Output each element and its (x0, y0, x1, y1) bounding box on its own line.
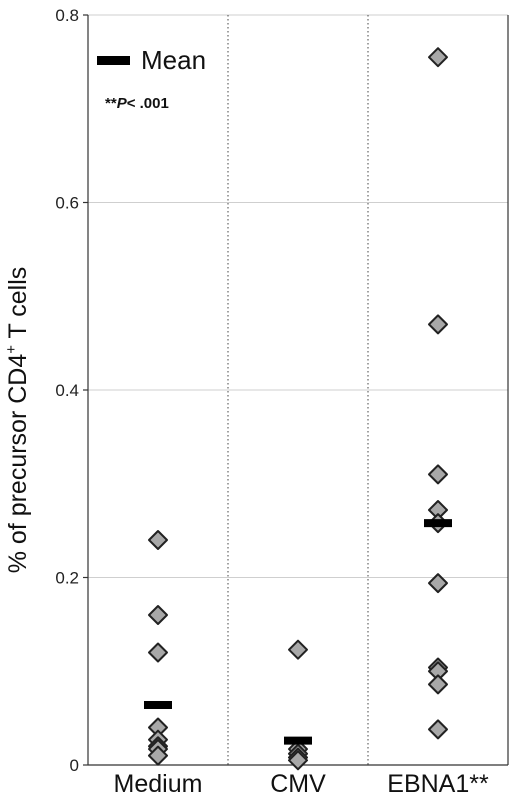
x-tick-label: EBNA1** (387, 770, 489, 798)
y-tick-label: 0.2 (55, 569, 79, 588)
data-point (428, 674, 448, 695)
data-point (148, 642, 168, 663)
mean-bar (144, 701, 172, 709)
data-point (288, 750, 308, 771)
x-tick-label: Medium (114, 770, 203, 798)
x-tick-label: CMV (270, 770, 326, 798)
y-tick-label: 0.6 (55, 194, 79, 213)
mean-bars (144, 519, 452, 745)
y-axis-label-superscript: + (3, 345, 20, 354)
data-point (148, 745, 168, 766)
x-tick-labels: Medium CMV EBNA1** (114, 770, 489, 798)
y-axis-label-text: % of precursor CD4 (4, 354, 32, 574)
y-axis-label: % of precursor CD4+ T cells (3, 267, 32, 574)
significance-annotation: **P< .001 (105, 95, 169, 112)
legend-mean-swatch (97, 56, 130, 65)
group-separators (227, 15, 369, 765)
data-point (148, 530, 168, 550)
legend: Mean (97, 45, 206, 75)
data-points (148, 47, 448, 771)
y-tick-label: 0.4 (55, 381, 79, 400)
data-point (428, 314, 448, 335)
significance-threshold: < .001 (127, 95, 169, 112)
mean-bar (424, 519, 452, 528)
y-tick-label: 0.8 (55, 6, 79, 25)
significance-p: P (117, 95, 128, 112)
data-point (148, 605, 168, 625)
y-tick-label: 0 (70, 756, 79, 775)
data-point (428, 47, 448, 68)
mean-bar (284, 736, 312, 745)
significance-stars: ** (105, 95, 117, 112)
legend-mean-label: Mean (141, 45, 206, 75)
data-point (428, 719, 448, 740)
data-point (428, 464, 448, 485)
y-tick-labels: 0 0.2 0.4 0.6 0.8 (55, 6, 88, 775)
y-axis-label-suffix: T cells (4, 267, 32, 345)
data-point (428, 573, 448, 594)
data-point (288, 639, 308, 660)
